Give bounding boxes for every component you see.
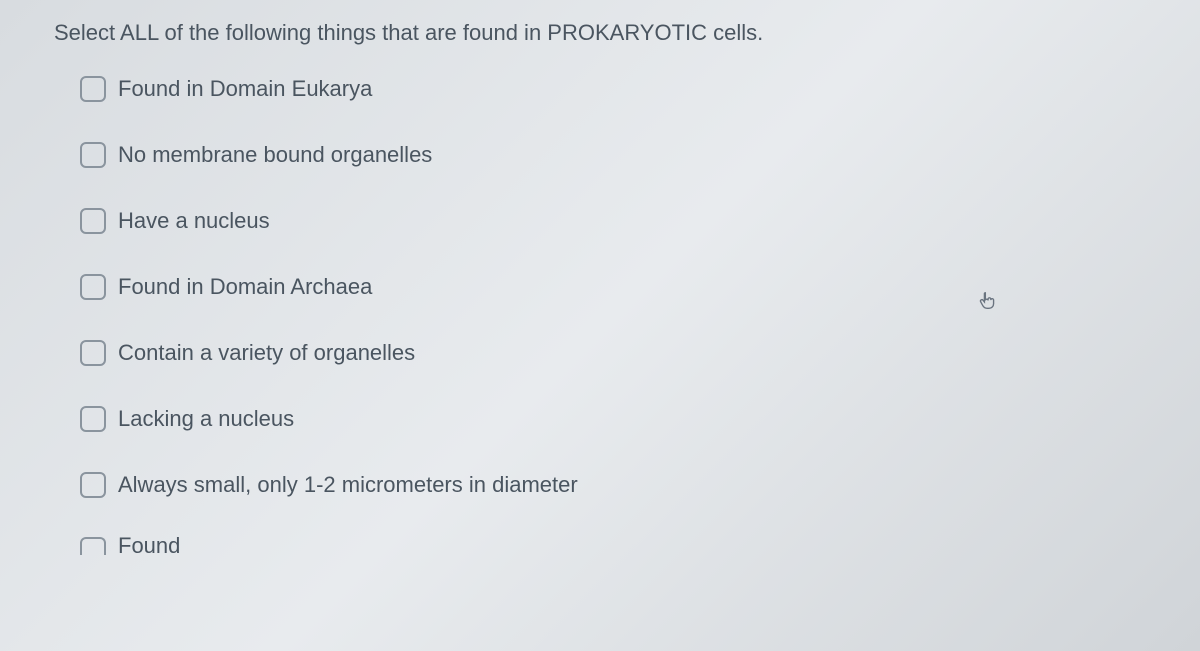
option-row[interactable]: No membrane bound organelles bbox=[80, 142, 1150, 168]
option-label: Found in Domain Archaea bbox=[118, 274, 372, 300]
option-label-partial: Found bbox=[118, 533, 180, 559]
option-label: Always small, only 1-2 micrometers in di… bbox=[118, 472, 578, 498]
checkbox[interactable] bbox=[80, 208, 106, 234]
option-label: Lacking a nucleus bbox=[118, 406, 294, 432]
checkbox[interactable] bbox=[80, 142, 106, 168]
question-prompt: Select ALL of the following things that … bbox=[50, 20, 1150, 46]
options-list: Found in Domain Eukarya No membrane boun… bbox=[50, 76, 1150, 498]
option-label: No membrane bound organelles bbox=[118, 142, 432, 168]
option-label: Contain a variety of organelles bbox=[118, 340, 415, 366]
pointer-cursor-icon bbox=[978, 290, 1000, 312]
option-row[interactable]: Always small, only 1-2 micrometers in di… bbox=[80, 472, 1150, 498]
checkbox[interactable] bbox=[80, 472, 106, 498]
option-row[interactable]: Lacking a nucleus bbox=[80, 406, 1150, 432]
option-label: Found in Domain Eukarya bbox=[118, 76, 372, 102]
option-row-partial[interactable]: Found bbox=[50, 533, 1150, 559]
checkbox[interactable] bbox=[80, 406, 106, 432]
option-row[interactable]: Found in Domain Eukarya bbox=[80, 76, 1150, 102]
checkbox[interactable] bbox=[80, 76, 106, 102]
option-row[interactable]: Contain a variety of organelles bbox=[80, 340, 1150, 366]
checkbox[interactable] bbox=[80, 340, 106, 366]
checkbox[interactable] bbox=[80, 537, 106, 555]
option-row[interactable]: Have a nucleus bbox=[80, 208, 1150, 234]
option-label: Have a nucleus bbox=[118, 208, 270, 234]
checkbox[interactable] bbox=[80, 274, 106, 300]
